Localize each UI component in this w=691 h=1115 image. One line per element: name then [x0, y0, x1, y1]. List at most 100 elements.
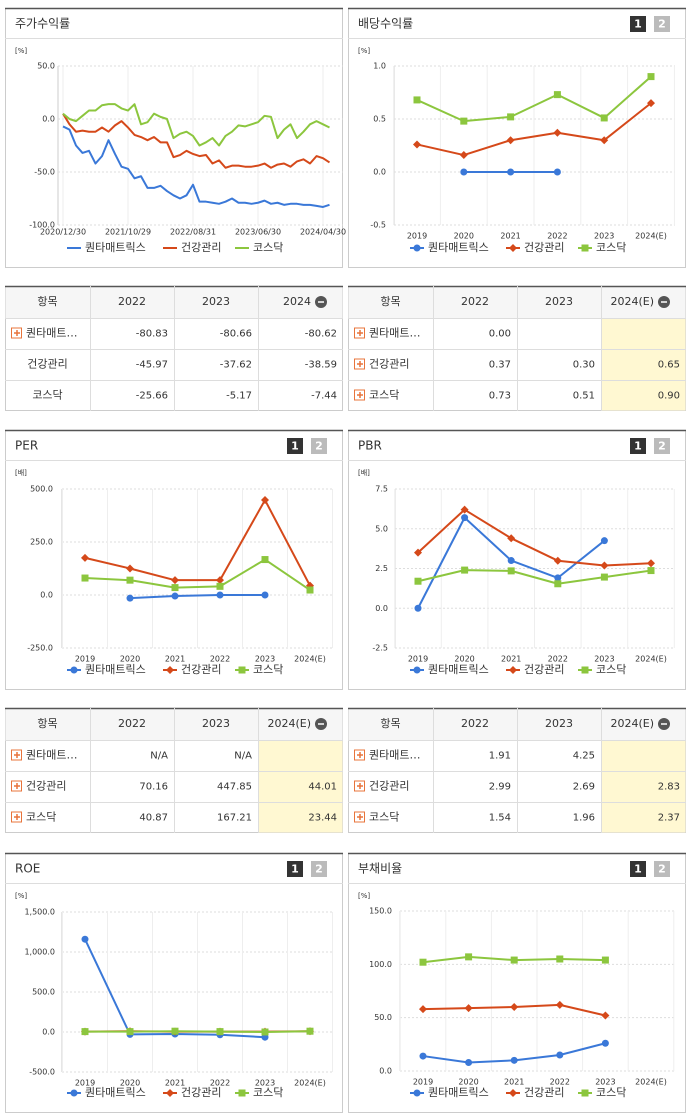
- x-tick-label: 2021: [500, 232, 520, 241]
- legend-marker: [581, 1089, 589, 1097]
- cell-value: 447.85: [217, 782, 252, 793]
- marker: [465, 953, 473, 961]
- cell-value: 2.99: [489, 782, 511, 793]
- marker: [554, 574, 562, 582]
- series-line: [417, 569, 652, 585]
- row-label: 건강관리: [369, 780, 409, 793]
- x-tick-label: 2019: [75, 655, 95, 664]
- page-button-label[interactable]: 1: [634, 863, 642, 876]
- legend-marker: [238, 1089, 246, 1097]
- marker: [507, 534, 516, 543]
- cell-value: 1.91: [489, 751, 511, 762]
- page-button-label[interactable]: 2: [315, 863, 323, 876]
- legend-marker: [413, 666, 421, 674]
- y-tick-label: 0.0: [42, 115, 55, 124]
- marker: [81, 935, 89, 943]
- marker: [171, 1027, 179, 1035]
- x-tick-label: 2023: [594, 232, 614, 241]
- highlight-column: [601, 318, 686, 411]
- page-button[interactable]: [630, 16, 646, 32]
- marker: [261, 1028, 269, 1036]
- marker: [510, 1003, 519, 1011]
- page-button-label[interactable]: 1: [634, 18, 642, 31]
- marker: [553, 168, 561, 176]
- page-button[interactable]: [654, 438, 670, 454]
- y-tick-label: -100.0: [29, 221, 55, 230]
- row-label: 코스닥: [369, 389, 399, 402]
- series-line: [62, 103, 330, 147]
- series-line: [416, 75, 652, 123]
- row-label: 퀀타매트…: [369, 327, 420, 340]
- page-button-label[interactable]: 2: [658, 440, 666, 453]
- page-button[interactable]: [287, 861, 303, 877]
- y-tick-label: 5.0: [375, 524, 388, 533]
- chart-title: 배당수익률: [358, 17, 413, 31]
- header-label: 2024(E): [610, 295, 654, 308]
- page-button-label[interactable]: 1: [291, 863, 299, 876]
- marker: [126, 1028, 134, 1036]
- cell-value: 2.83: [658, 782, 680, 793]
- series-line: [84, 499, 311, 587]
- marker: [600, 136, 609, 145]
- marker: [216, 576, 224, 585]
- page-button-label[interactable]: 2: [315, 440, 323, 453]
- expand-icon-plus: [14, 783, 20, 789]
- x-tick-label: 2022/08/31: [170, 228, 216, 237]
- x-tick-label: 2024(E): [635, 232, 667, 241]
- page-button-label[interactable]: 2: [658, 18, 666, 31]
- cell-value: 44.01: [308, 782, 337, 793]
- cell-value: 2.69: [573, 782, 595, 793]
- cell-value: -25.66: [136, 391, 168, 402]
- row-label: 퀀타매트…: [369, 749, 420, 762]
- legend-marker: [509, 666, 517, 674]
- legend-label: 코스닥: [253, 241, 283, 254]
- page-button[interactable]: [630, 861, 646, 877]
- marker: [414, 548, 422, 557]
- x-tick-label: 2024(E): [635, 655, 667, 664]
- marker: [647, 73, 655, 81]
- marker: [216, 1028, 224, 1036]
- legend-label: 퀀타매트릭스: [428, 1086, 489, 1099]
- x-tick-label: 2022: [210, 655, 230, 664]
- header-label: 항목: [37, 717, 57, 730]
- y-tick-label: -250.0: [27, 644, 53, 653]
- marker: [413, 96, 421, 104]
- page-button[interactable]: [630, 438, 646, 454]
- page-button-label[interactable]: 2: [658, 863, 666, 876]
- marker: [81, 553, 89, 562]
- expand-icon-plus: [14, 752, 20, 758]
- page-button[interactable]: [654, 861, 670, 877]
- expand-icon-plus: [357, 392, 363, 398]
- marker: [126, 594, 134, 602]
- header-label: 2024(E): [610, 717, 654, 730]
- page-button[interactable]: [287, 438, 303, 454]
- header-label: 항목: [37, 295, 57, 308]
- page-button-label[interactable]: 1: [634, 440, 642, 453]
- cell-value: 0.73: [489, 391, 511, 402]
- legend-marker: [70, 1089, 78, 1097]
- page-button[interactable]: [311, 438, 327, 454]
- y-tick-label: 0.0: [375, 604, 388, 613]
- legend-marker: [166, 1089, 174, 1097]
- x-tick-label: 2019: [408, 655, 428, 664]
- x-tick-label: 2023: [594, 655, 614, 664]
- header-label: 2022: [118, 717, 146, 730]
- expand-icon-plus: [357, 814, 363, 820]
- legend-marker: [509, 244, 517, 252]
- legend-marker: [166, 666, 174, 674]
- highlight-column: [258, 740, 343, 833]
- x-tick-label: 2020: [120, 1079, 140, 1088]
- marker: [306, 1027, 314, 1035]
- series-line: [62, 113, 331, 169]
- marker: [460, 505, 469, 514]
- page-button[interactable]: [311, 861, 327, 877]
- header-label: 2022: [118, 295, 146, 308]
- unit-label: [배]: [15, 468, 27, 477]
- page-button[interactable]: [654, 16, 670, 32]
- y-tick-label: -0.5: [370, 221, 386, 230]
- page-button-label[interactable]: 1: [291, 440, 299, 453]
- marker: [553, 128, 562, 137]
- cell-value: 0.90: [658, 391, 680, 402]
- row-label: 코스닥: [369, 811, 399, 824]
- x-tick-label: 2021: [165, 1079, 185, 1088]
